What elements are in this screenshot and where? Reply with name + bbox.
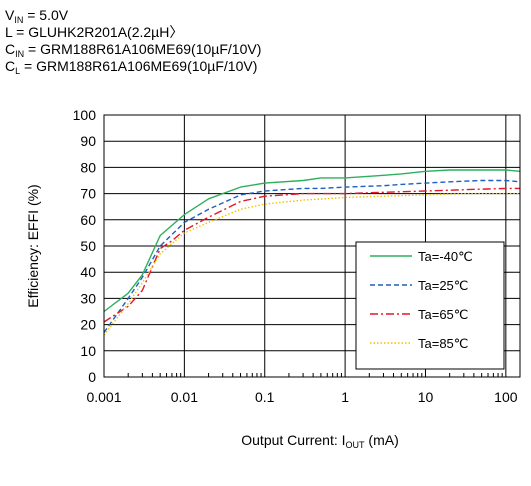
x-tick-label: 0.01 [171, 389, 198, 405]
series-line-1 [103, 169, 521, 313]
x-axis-label: Output Current: IOUT (mA) [241, 432, 399, 450]
series-line-4 [103, 192, 520, 336]
legend-label: Ta=65℃ [418, 307, 468, 322]
y-tick-label: 90 [80, 133, 96, 149]
y-tick-label: 80 [80, 159, 96, 175]
y-axis-label: Efficiency: EFFI (%) [25, 184, 41, 307]
series-layer [103, 169, 521, 336]
legend-label: Ta=85℃ [418, 336, 468, 351]
condition-subscript: IN [14, 15, 24, 25]
legend-label: Ta=25℃ [418, 278, 468, 293]
test-conditions: VIN = 5.0V L = GLUHK2R201A(2.2µH〉 CIN = GR… [5, 7, 262, 76]
condition-value: = 5.0V [23, 7, 69, 23]
y-tick-label: 70 [80, 186, 96, 202]
condition-main: C [5, 41, 16, 57]
legend-box [355, 241, 505, 370]
x-tick-label: 100 [494, 389, 518, 405]
condition-line: VIN = 5.0V [5, 7, 261, 25]
plot-frame [103, 114, 521, 378]
x-axis-label-subscript: OUT [346, 440, 366, 450]
y-tick-label: 30 [80, 290, 96, 306]
condition-subscript: IN [15, 49, 25, 59]
condition-value: = GRM188R61A106ME69(10µF/10V) [24, 41, 262, 57]
y-tick-label: 10 [80, 343, 96, 359]
y-tick-label: 0 [88, 369, 96, 385]
x-axis-label-unit: (mA) [365, 432, 399, 448]
y-tick-label: 100 [73, 107, 97, 123]
series-line-2 [103, 179, 521, 333]
x-axis-label-main: Output Current: I [241, 432, 345, 448]
legend: Ta=-40℃ Ta=25℃ Ta=65℃ Ta=85℃ [355, 241, 505, 370]
legend-label: Ta=-40℃ [418, 249, 473, 264]
x-tick-label: 10 [418, 389, 434, 405]
condition-line: L = GLUHK2R201A(2.2µH〉 [5, 24, 261, 41]
condition-subscript: L [15, 66, 21, 76]
condition-main: L = GLUHK2R201A(2.2µH〉 [5, 24, 184, 40]
y-tick-label: 40 [80, 264, 96, 280]
x-tick-label: 0.001 [86, 389, 121, 405]
axis-ticks: 0 10 20 30 40 50 60 70 80 90 100 0.001 0.01 0.1 1 10 100 [73, 107, 518, 405]
y-tick-label: 50 [80, 238, 96, 254]
condition-line: CIN = GRM188R61A106ME69(10µF/10V) [5, 41, 262, 59]
condition-value: = GRM188R61A106ME69(10µF/10V) [20, 58, 258, 74]
x-tick-label: 0.1 [255, 389, 275, 405]
condition-main: V [5, 7, 15, 23]
x-tick-label: 1 [341, 389, 349, 405]
y-tick-label: 20 [80, 317, 96, 333]
condition-main: C [5, 58, 16, 74]
y-tick-label: 60 [80, 212, 96, 228]
condition-line: CL = GRM188R61A106ME69(10µF/10V) [5, 58, 261, 76]
